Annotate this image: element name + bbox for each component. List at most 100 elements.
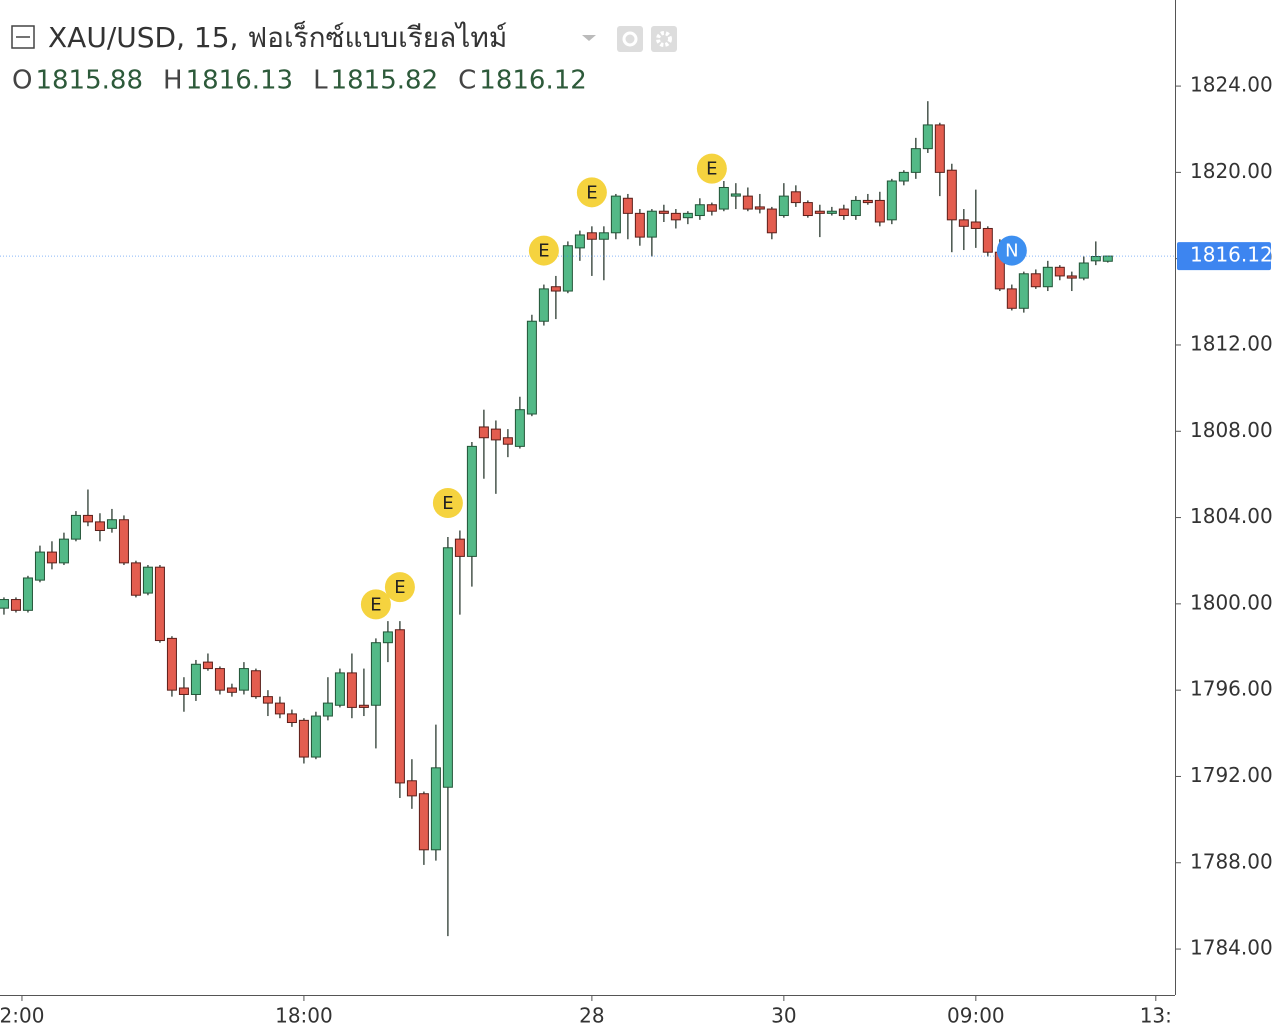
candle-body xyxy=(874,199,885,223)
candle-body xyxy=(0,599,9,609)
event-label: N xyxy=(1005,241,1018,262)
candle-body xyxy=(706,204,717,212)
event-marker[interactable] xyxy=(528,235,559,266)
candle-body xyxy=(130,562,141,596)
dropdown-caret[interactable] xyxy=(582,35,596,41)
y-tick-label: 1800.00 xyxy=(1190,590,1273,614)
candle-body xyxy=(622,197,633,214)
event-marker[interactable] xyxy=(360,589,391,620)
candle-body xyxy=(142,566,153,594)
legend-key: L xyxy=(313,66,328,96)
candle-body xyxy=(82,514,93,523)
y-tick-label: 1796.00 xyxy=(1190,677,1273,701)
candle-body xyxy=(1018,273,1029,309)
candle-body xyxy=(166,637,177,691)
candle-body xyxy=(46,551,57,564)
candle-body xyxy=(778,195,789,217)
candle-body xyxy=(454,538,465,557)
candle-body xyxy=(682,212,693,219)
settings-button[interactable] xyxy=(651,26,677,52)
x-tick-label: 09:00 xyxy=(947,1004,1005,1028)
candle-body xyxy=(838,208,849,217)
candle-body xyxy=(418,793,429,851)
candle-body xyxy=(814,210,825,214)
candle-body xyxy=(106,519,117,529)
candle-body xyxy=(754,206,765,210)
y-tick-label: 1812.00 xyxy=(1190,331,1273,355)
candle-body xyxy=(634,212,645,238)
x-tick-label: 2:00 xyxy=(0,1004,44,1028)
candle-body xyxy=(970,221,981,229)
event-label: E xyxy=(538,241,549,262)
event-label: E xyxy=(586,182,597,203)
event-marker[interactable] xyxy=(696,153,727,184)
candle-body xyxy=(862,199,873,204)
event-marker[interactable] xyxy=(384,572,415,603)
legend-value: 1815.88 xyxy=(35,66,143,96)
header: XAU/USD, 15, ฟอเร็กซ์แบบเรียลไทม์ O 1815.… xyxy=(11,20,677,96)
candle-body xyxy=(850,199,861,217)
candle-body xyxy=(598,232,609,240)
candle-body xyxy=(370,642,381,706)
chart-title: XAU/USD, 15, ฟอเร็กซ์แบบเรียลไทม์ xyxy=(48,20,507,54)
eye-icon xyxy=(622,31,638,47)
candle-body xyxy=(526,320,537,415)
y-tick-label: 1792.00 xyxy=(1190,763,1273,787)
event-label: E xyxy=(706,159,717,180)
candle-body xyxy=(718,186,729,210)
candle-body xyxy=(1090,256,1101,262)
candle-body xyxy=(826,210,837,214)
candle-body xyxy=(886,180,897,221)
event-label: E xyxy=(394,577,405,598)
legend-value: 1815.82 xyxy=(331,66,439,96)
candle-body xyxy=(58,538,69,564)
candle-body xyxy=(658,210,669,214)
legend-key: C xyxy=(458,66,476,96)
candle-body xyxy=(34,551,45,581)
legend-value: 1816.12 xyxy=(479,66,587,96)
candle-body xyxy=(346,672,357,708)
candle-body xyxy=(262,696,273,704)
candle-body xyxy=(730,193,741,197)
x-tick-label: 28 xyxy=(579,1004,604,1028)
candle-body xyxy=(286,713,297,724)
candle-body xyxy=(1054,266,1065,277)
candle-body xyxy=(430,767,441,851)
y-tick-label: 1804.00 xyxy=(1190,504,1273,528)
candle-body xyxy=(802,202,813,217)
candle-body xyxy=(934,124,945,173)
y-tick-label: 1824.00 xyxy=(1190,73,1273,97)
collapse-icon[interactable] xyxy=(11,25,35,49)
candle-body xyxy=(250,670,261,698)
visibility-button[interactable] xyxy=(617,26,643,52)
candle-body xyxy=(406,780,417,797)
candle-body xyxy=(670,212,681,221)
y-tick-label: 1808.00 xyxy=(1190,418,1273,442)
candle-body xyxy=(274,702,285,715)
candle-body xyxy=(394,629,405,784)
candle-body xyxy=(574,234,585,249)
candle-body xyxy=(610,195,621,234)
event-marker[interactable] xyxy=(576,177,607,208)
candle-body xyxy=(550,286,561,292)
candle-body xyxy=(334,672,345,706)
candle-body xyxy=(922,124,933,150)
event-label: E xyxy=(442,493,453,514)
candle-body xyxy=(586,232,597,240)
event-marker[interactable] xyxy=(996,235,1027,266)
event-marker[interactable] xyxy=(432,487,463,518)
candle-body xyxy=(358,704,369,708)
candle-body xyxy=(766,208,777,234)
candle-body xyxy=(442,547,453,788)
legend-key: H xyxy=(163,66,183,96)
candle-body xyxy=(118,519,129,564)
candle-body xyxy=(466,445,477,557)
candle-body xyxy=(322,702,333,717)
candle-body xyxy=(478,426,489,439)
candle-body xyxy=(1042,266,1053,288)
candle-body xyxy=(70,514,81,540)
